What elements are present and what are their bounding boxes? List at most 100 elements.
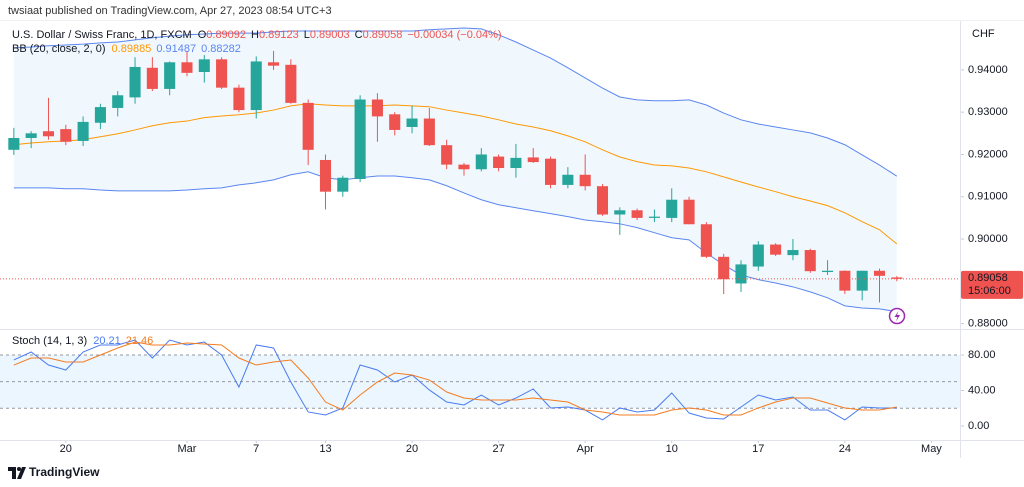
last-price-label: 0.89058 — [968, 272, 1008, 284]
currency-label: CHF — [972, 28, 995, 40]
series-line — [13, 341, 897, 416]
logo-part — [17, 467, 21, 471]
candle-body — [42, 131, 55, 137]
candle-body — [683, 199, 695, 225]
y-tick-label: 0.91000 — [968, 191, 1008, 203]
candle-body — [60, 129, 72, 142]
y-tick-label: 40.00 — [968, 384, 996, 396]
candle-body — [337, 177, 349, 192]
bb-upper-line — [13, 27, 898, 177]
x-tick-label: 27 — [492, 443, 504, 455]
candle-body — [770, 244, 782, 255]
high-value: 0.89123 — [259, 29, 299, 41]
k-value: 20.21 — [93, 335, 121, 347]
ohlc-label: O — [198, 29, 207, 41]
stoch-name: Stoch (14, 1, 3) — [12, 335, 87, 347]
ohlc-label: H — [251, 29, 259, 41]
candle-body — [562, 174, 574, 185]
brand-logo — [8, 467, 26, 479]
x-tick-label: 20 — [406, 443, 418, 455]
alert-bolt — [894, 311, 900, 322]
candle-body — [371, 99, 383, 117]
candle-body — [648, 216, 660, 218]
candle-body — [735, 264, 747, 284]
candle-body — [319, 159, 332, 192]
y-tick-label: 0.92000 — [968, 148, 1008, 160]
x-tick-label: 7 — [253, 443, 259, 455]
candle-body — [579, 174, 591, 187]
candle-body — [8, 137, 20, 150]
alert-icon — [888, 307, 906, 325]
candle-body — [891, 277, 903, 279]
candle-body — [406, 118, 418, 127]
candle-body — [94, 107, 106, 123]
x-tick-label: 10 — [666, 443, 678, 455]
d-value: 21.46 — [126, 335, 154, 347]
upper-value: 0.91487 — [156, 43, 196, 55]
x-tick-label: Apr — [577, 443, 594, 455]
candle-body — [475, 154, 487, 170]
candle-body — [112, 95, 124, 108]
y-tick-label: 0.93000 — [968, 106, 1008, 118]
candle-body — [510, 157, 522, 169]
logo-part — [8, 467, 16, 479]
candle-body — [181, 62, 193, 73]
indicator-legend: BB (20, close, 2, 0) 0.89885 0.91487 0.8828… — [12, 43, 241, 55]
symbol-legend: U.S. Dollar / Swiss Franc, 1D, FXCM O0.89… — [12, 29, 502, 41]
x-tick-label: 13 — [319, 443, 331, 455]
candle-body — [458, 164, 470, 170]
x-tick-label: 17 — [752, 443, 764, 455]
open-value: 0.89092 — [206, 29, 246, 41]
candle-body — [804, 250, 816, 272]
ohlc-label: C — [355, 29, 363, 41]
stoch-legend: Stoch (14, 1, 3) 20.21 21.46 — [12, 335, 153, 347]
candle-body — [856, 270, 868, 291]
change-value: −0.00034 (−0.04%) — [407, 29, 501, 41]
candle-body — [596, 186, 609, 215]
candle-body — [493, 156, 505, 169]
candle-body — [873, 270, 886, 276]
candle-body — [389, 114, 401, 130]
low-value: 0.89003 — [310, 29, 350, 41]
y-tick-label: 0.90000 — [968, 233, 1008, 245]
candle-body — [666, 199, 678, 218]
x-tick-label: 20 — [60, 443, 72, 455]
series-line — [13, 339, 897, 421]
candle-body — [285, 64, 297, 103]
candle-body — [527, 157, 539, 163]
candle-body — [216, 59, 228, 88]
x-tick-label: May — [921, 443, 942, 455]
candle-body — [822, 270, 834, 273]
indicator-name: BB (20, close, 2, 0) — [12, 43, 106, 55]
bb-lower-line — [13, 171, 897, 313]
countdown-label: 15:06:00 — [968, 285, 1011, 297]
symbol-name: U.S. Dollar / Swiss Franc, 1D, FXCM — [12, 29, 192, 41]
candle-body — [631, 210, 643, 218]
y-tick-label: 0.88000 — [968, 318, 1008, 330]
candle-body — [25, 133, 37, 138]
candle-body — [441, 145, 453, 165]
candle-body — [614, 210, 626, 215]
plot-area: 0.880000.890000.900000.910000.920000.930… — [0, 27, 1008, 455]
candle-body — [164, 62, 176, 89]
x-tick-label: 24 — [839, 443, 851, 455]
ohlc-label: L — [304, 29, 310, 41]
y-tick-label: 0.00 — [968, 420, 989, 432]
candle-body — [146, 67, 158, 89]
close-value: 0.89058 — [363, 29, 403, 41]
publish-info: twsiaat published on TradingView.com, Ap… — [8, 5, 332, 17]
candle-body — [250, 61, 262, 111]
candle-body — [545, 158, 557, 185]
candle-body — [233, 87, 245, 111]
candle-body — [129, 66, 141, 98]
bb-basis-line — [13, 103, 898, 245]
candle-body — [77, 121, 89, 141]
basis-value: 0.89885 — [112, 43, 152, 55]
y-tick-label: 0.94000 — [968, 64, 1008, 76]
y-tick-label: 80.00 — [968, 349, 996, 361]
x-tick-label: Mar — [178, 443, 197, 455]
candle-body — [198, 59, 210, 73]
candle-body — [423, 118, 435, 146]
candle-body — [700, 224, 712, 257]
